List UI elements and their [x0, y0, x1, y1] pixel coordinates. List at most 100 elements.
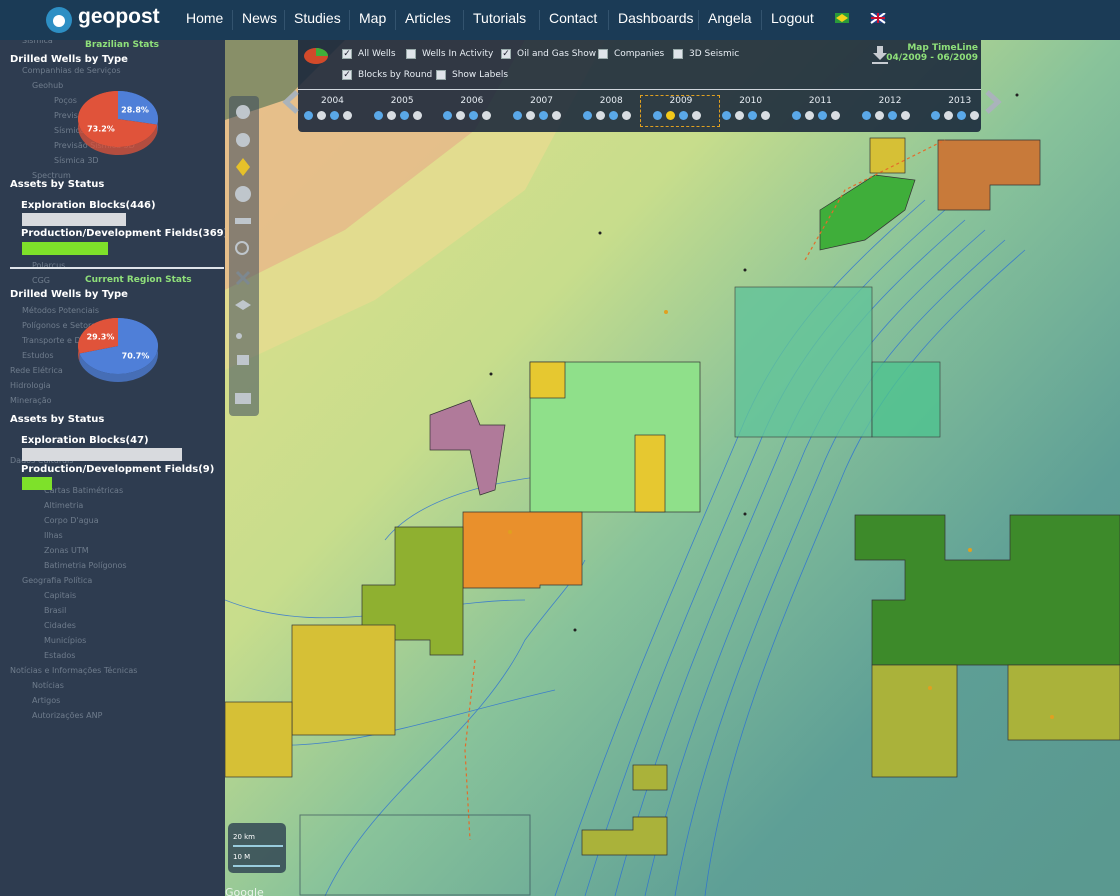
year-label[interactable]: 2007	[530, 96, 553, 106]
timeline-dot[interactable]	[861, 111, 871, 120]
checkbox[interactable]	[673, 49, 683, 59]
nav-link[interactable]: Articles	[405, 10, 451, 26]
layer-item: Corpo D'agua	[44, 516, 99, 525]
timeline-dot[interactable]	[791, 111, 801, 120]
logo[interactable]: geopost	[78, 5, 160, 28]
timeline-dot[interactable]	[373, 111, 383, 120]
download-icon[interactable]	[872, 46, 888, 64]
timeline-dot[interactable]	[830, 111, 840, 120]
timeline-dot[interactable]	[735, 111, 745, 120]
exploration-bar	[22, 213, 126, 226]
timeline-dot[interactable]	[526, 111, 536, 120]
timeline-dot[interactable]	[970, 111, 980, 120]
year-label[interactable]: 2006	[460, 96, 484, 106]
layer-item: Geografia Política	[22, 576, 93, 585]
checkbox[interactable]	[598, 49, 608, 59]
checkbox[interactable]	[406, 49, 416, 59]
timeline-dot[interactable]	[931, 111, 941, 120]
checkbox[interactable]: ✓	[501, 49, 511, 59]
option-label[interactable]: 3D Seismic	[689, 49, 740, 59]
layer-item: Métodos Potenciais	[22, 306, 100, 315]
timeline-dot[interactable]	[874, 111, 884, 120]
year-label[interactable]: 2013	[948, 96, 972, 106]
timeline-dot[interactable]	[665, 111, 675, 120]
option-label[interactable]: Oil and Gas Show	[517, 49, 597, 59]
option-label[interactable]: Blocks by Round	[358, 70, 433, 80]
timeline-logo	[304, 48, 328, 64]
timeline-dot[interactable]	[761, 111, 771, 120]
layer-item: Zonas UTM	[44, 546, 89, 555]
timeline-dot[interactable]	[386, 111, 396, 120]
timeline-dot[interactable]	[539, 111, 549, 120]
timeline-dot[interactable]	[412, 111, 422, 120]
layer-item: Brasil	[44, 606, 67, 615]
timeline-dot[interactable]	[608, 111, 618, 120]
layer-item: Polarcus	[32, 261, 66, 270]
timeline-dot[interactable]	[804, 111, 814, 120]
timeline-dot[interactable]	[957, 111, 967, 120]
timeline-dot[interactable]	[582, 111, 592, 120]
stats-subtitle: Assets by Status	[10, 414, 105, 425]
nav-link[interactable]: Studies	[294, 10, 341, 26]
timeline-dot[interactable]	[887, 111, 897, 120]
timeline-dot[interactable]	[722, 111, 732, 120]
nav-link[interactable]: Map	[359, 10, 387, 26]
timeline-dot[interactable]	[343, 111, 352, 120]
timeline-dot[interactable]	[456, 111, 466, 120]
option-label[interactable]: All Wells	[358, 49, 396, 59]
language-flags[interactable]	[835, 13, 887, 25]
nav-link[interactable]: News	[242, 10, 278, 26]
year-label[interactable]: 2009	[669, 96, 693, 106]
timeline-dot[interactable]	[678, 111, 688, 120]
year-label[interactable]: 2012	[878, 96, 902, 106]
timeline-dot[interactable]	[482, 111, 492, 120]
year-label[interactable]: 2011	[808, 96, 832, 106]
production-bar	[22, 477, 52, 490]
year-label[interactable]: 2005	[390, 96, 414, 106]
nav-link[interactable]: Home	[186, 10, 224, 26]
timeline-dot[interactable]	[304, 111, 313, 120]
timeline-dot[interactable]	[817, 111, 827, 120]
layer-item: Hidrologia	[10, 381, 51, 390]
checkbox[interactable]: ✓	[342, 70, 352, 80]
nav-link[interactable]: Tutorials	[473, 10, 527, 26]
checkbox[interactable]: ✓	[342, 49, 352, 59]
year-label[interactable]: 2004	[321, 96, 344, 106]
timeline-dot[interactable]	[513, 111, 523, 120]
timeline-dot[interactable]	[317, 111, 326, 120]
timeline-dot[interactable]	[595, 111, 605, 120]
timeline-dot[interactable]	[691, 111, 701, 120]
timeline-dot[interactable]	[552, 111, 562, 120]
layer-item: Municípios	[44, 636, 87, 645]
option-label[interactable]: Wells In Activity	[422, 49, 494, 59]
layer-item: Rede Elétrica	[10, 366, 63, 375]
layer-item: Cartas Batimétricas	[44, 486, 124, 495]
year-label[interactable]: 2010	[739, 96, 763, 106]
option-label[interactable]: Show Labels	[452, 70, 509, 80]
map[interactable]: 20 km 10 M Google	[225, 40, 1120, 896]
nav-link[interactable]: Logout	[771, 10, 814, 26]
timeline-prev[interactable]	[281, 90, 301, 114]
timeline-dot[interactable]	[621, 111, 631, 120]
nav-link[interactable]: Contact	[549, 10, 598, 26]
timeline-next[interactable]	[983, 90, 1003, 114]
checkbox[interactable]	[436, 70, 446, 80]
nav-link[interactable]: Angela	[708, 10, 752, 26]
layer-item: Autorizações ANP	[32, 711, 103, 720]
logo-icon	[46, 7, 72, 33]
nav-link[interactable]: Dashboards	[618, 10, 694, 26]
nav-separator	[395, 10, 396, 30]
layer-item: Notícias	[32, 681, 64, 690]
year-label[interactable]: 2008	[599, 96, 623, 106]
option-label[interactable]: Companies	[614, 49, 665, 59]
pie-slice	[78, 318, 118, 354]
timeline-dot[interactable]	[469, 111, 479, 120]
layer-item: Poços	[54, 96, 77, 105]
timeline-dot[interactable]	[443, 111, 453, 120]
timeline-dot[interactable]	[652, 111, 662, 120]
timeline-dot[interactable]	[330, 111, 339, 120]
timeline-dot[interactable]	[748, 111, 758, 120]
timeline-dot[interactable]	[399, 111, 409, 120]
timeline-dot[interactable]	[900, 111, 910, 120]
timeline-dot[interactable]	[944, 111, 954, 120]
